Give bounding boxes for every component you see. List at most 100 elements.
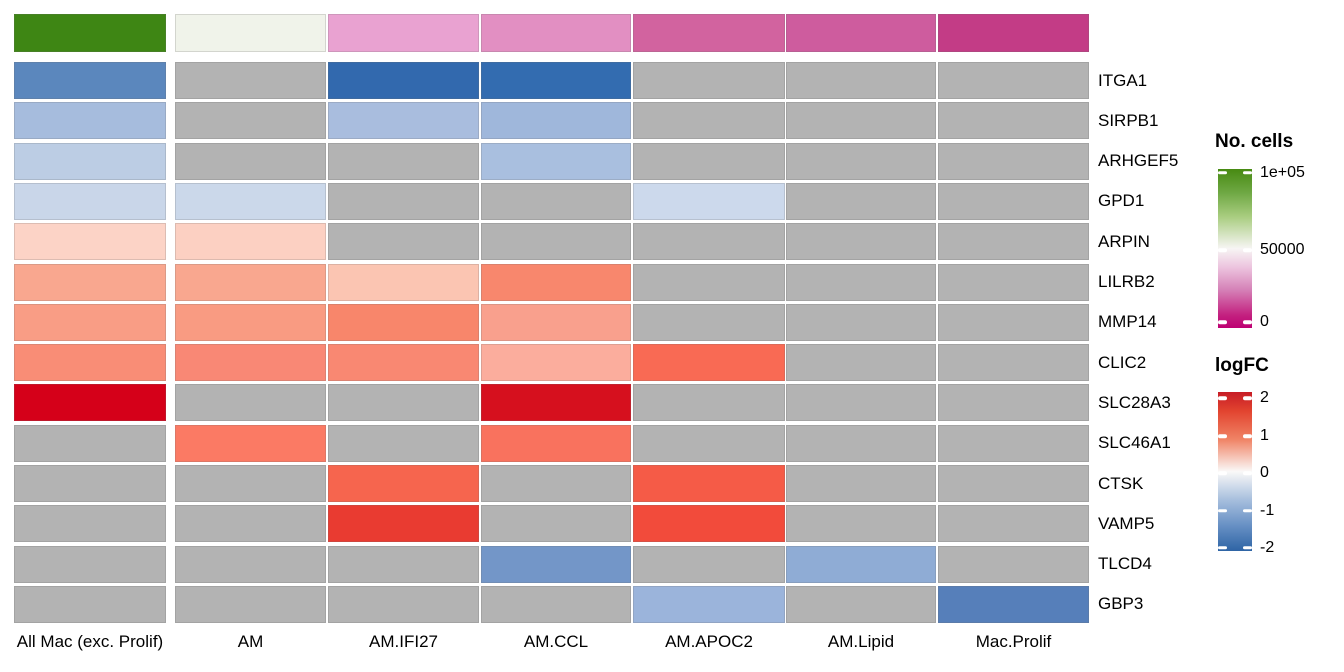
heatmap-cell (328, 585, 479, 623)
legend-tick-mark (1218, 248, 1227, 252)
row-label: MMP14 (1098, 312, 1157, 332)
heatmap-cell (786, 545, 936, 583)
legend-tick-mark (1218, 170, 1227, 175)
heatmap-cell (481, 465, 631, 502)
heatmap-cell (633, 344, 785, 382)
legend-tick-mark (1243, 248, 1252, 252)
row-label: GPD1 (1098, 191, 1145, 211)
heatmap-cell (786, 102, 936, 140)
heatmap-cell (633, 102, 785, 140)
heatmap-cell (633, 263, 785, 301)
annotation-cell (633, 14, 785, 52)
legend-tick-mark (1218, 434, 1227, 438)
row-label: SIRPB1 (1098, 110, 1159, 130)
legend-tick-mark (1218, 508, 1227, 513)
heatmap-cell (633, 424, 785, 462)
legend-tick-label: -1 (1260, 501, 1275, 519)
heatmap-cell (328, 263, 479, 301)
heatmap-cell (938, 344, 1089, 382)
annotation-cell (938, 14, 1089, 52)
heatmap-cell (633, 465, 785, 502)
heatmap-cell (175, 223, 326, 261)
legend-tick-label: 0 (1260, 464, 1269, 481)
heatmap-cell (786, 465, 936, 502)
heatmap-cell (786, 182, 936, 220)
heatmap-cell (786, 142, 936, 180)
heatmap-cell (938, 182, 1089, 220)
heatmap-cell (633, 505, 785, 543)
heatmap-cell (14, 303, 166, 341)
heatmap-cell (14, 424, 166, 462)
heatmap-cell (14, 182, 166, 220)
heatmap-cell (14, 223, 166, 261)
row-label: SLC46A1 (1098, 433, 1171, 453)
heatmap-cell (175, 585, 326, 623)
row-label: ARHGEF5 (1098, 151, 1179, 171)
heatmap-cell (328, 344, 479, 382)
heatmap-cell (481, 344, 631, 382)
legend-tick-mark (1218, 396, 1227, 400)
row-label: CLIC2 (1098, 352, 1147, 372)
heatmap-cell (175, 384, 326, 422)
row-label: CTSK (1098, 473, 1144, 493)
heatmap-cell (633, 585, 785, 623)
legend-tick-mark (1218, 471, 1227, 475)
annotation-cell (481, 14, 631, 52)
heatmap-cell (481, 142, 631, 180)
annotation-cell (328, 14, 479, 52)
heatmap-cell (481, 263, 631, 301)
heatmap-cell (633, 62, 785, 99)
heatmap-cell (14, 102, 166, 140)
legend-tick-mark (1243, 434, 1252, 438)
heatmap-cell (328, 142, 479, 180)
heatmap-cell (481, 384, 631, 422)
heatmap-cell (175, 303, 326, 341)
heatmap-cell (938, 142, 1089, 180)
heatmap-cell (481, 424, 631, 462)
annotation-cell (14, 14, 166, 52)
heatmap-cell (786, 223, 936, 261)
heatmap-cell (938, 424, 1089, 462)
heatmap-cell (328, 102, 479, 140)
row-label: ITGA1 (1098, 70, 1148, 90)
heatmap-cell (328, 545, 479, 583)
heatmap-cell (328, 62, 479, 99)
annotation-cell (786, 14, 936, 52)
legend-tick-mark (1218, 545, 1227, 550)
legend-tick-label: 1e+05 (1260, 163, 1305, 181)
heatmap-cell (175, 142, 326, 180)
heatmap-cell (633, 142, 785, 180)
heatmap-cell (633, 223, 785, 261)
heatmap-cell (175, 62, 326, 99)
legend-no-cells-title: No. cells (1215, 131, 1294, 152)
heatmap-cell (14, 505, 166, 543)
heatmap-cell (175, 182, 326, 220)
heatmap-cell (786, 585, 936, 623)
column-label: All Mac (exc. Prolif) (16, 632, 164, 651)
row-label: TLCD4 (1098, 554, 1152, 574)
heatmap-cell (481, 182, 631, 220)
legend-logfc-title: logFC (1215, 355, 1269, 376)
heatmap-cell (786, 344, 936, 382)
heatmap-cell (938, 384, 1089, 422)
heatmap-cell (938, 102, 1089, 140)
legend-tick-label: 1 (1260, 427, 1269, 444)
heatmap-cell (14, 585, 166, 623)
legend-tick-mark (1243, 508, 1252, 513)
heatmap-cell (633, 182, 785, 220)
heatmap-cell (175, 344, 326, 382)
heatmap-cell (14, 263, 166, 301)
heatmap-cell (481, 223, 631, 261)
legend-logfc-gradient-bar: 2 1 0 -1 -2 (1218, 389, 1274, 556)
heatmap-cell (328, 303, 479, 341)
row-label: LILRB2 (1098, 272, 1155, 291)
heatmap-cell (938, 545, 1089, 583)
legend-tick-label: 50000 (1260, 241, 1305, 258)
legend-tick-mark (1243, 170, 1252, 175)
column-label: AM.Lipid (827, 632, 895, 651)
column-label: AM.CCL (523, 632, 589, 651)
heatmap-cell (786, 424, 936, 462)
heatmap-cell (786, 303, 936, 341)
legend-no-cells-gradient-bar: 1e+05 50000 0 (1218, 164, 1305, 330)
heatmap-cell (786, 263, 936, 301)
